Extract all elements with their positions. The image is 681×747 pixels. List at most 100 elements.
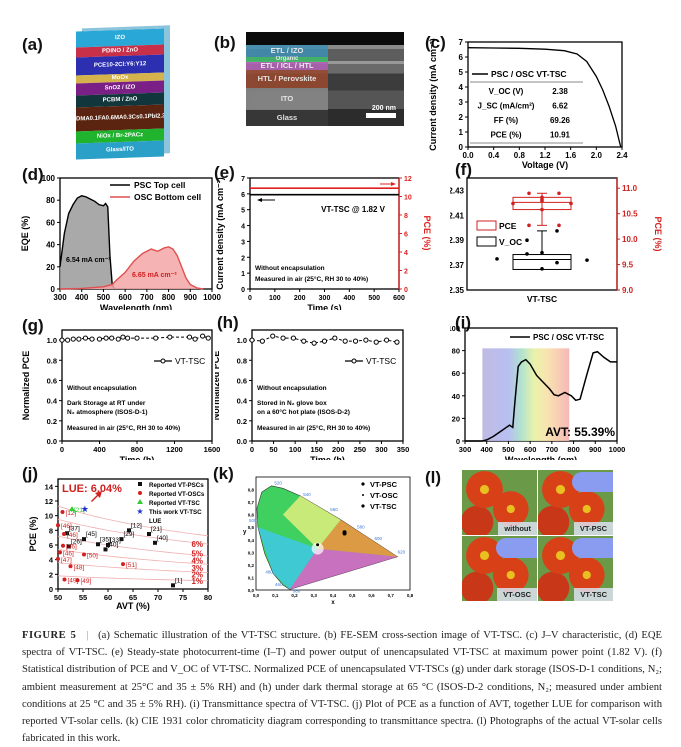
jv-chart: 0.0 0.4 0.8 1.2 1.6 2.0 2.4 0 1 2 3 4 5 6 7 Voltage (V)… bbox=[428, 38, 628, 170]
legend-label: PSC / OSC VT-TSC bbox=[491, 69, 567, 79]
data-point-psc bbox=[153, 540, 157, 545]
y-tick-label: 12 bbox=[45, 497, 53, 506]
note-text: Without encapsulation bbox=[255, 265, 325, 272]
ref-label: [46] bbox=[66, 544, 77, 551]
x-tick-label: 1600 bbox=[204, 445, 221, 454]
y-axis-label: EQE (%) bbox=[20, 216, 30, 252]
ref-label: [40] bbox=[108, 541, 119, 548]
x-tick-label: 700 bbox=[140, 293, 154, 302]
ref-label: [33] bbox=[110, 537, 121, 544]
y-tick-label: 80 bbox=[452, 347, 460, 356]
y-tick-label: 0.2 bbox=[47, 417, 57, 426]
y-tick-label: 4 bbox=[459, 83, 464, 92]
lue-label: 3% bbox=[191, 564, 203, 573]
x-tick-label: 0.4 bbox=[488, 151, 500, 160]
x-tick-label: 400 bbox=[75, 293, 89, 302]
lue-label: 5% bbox=[191, 549, 203, 558]
legend-marker bbox=[138, 491, 142, 495]
table-param: FF (%) bbox=[494, 116, 519, 125]
glove-overlay bbox=[571, 472, 613, 492]
data-point-osc bbox=[75, 578, 80, 583]
sem-layer-label: Organic bbox=[246, 56, 328, 62]
jv-curve bbox=[467, 47, 622, 148]
x-tick-label: 75 bbox=[179, 593, 187, 602]
x-tick-label: 2.4 bbox=[616, 151, 628, 160]
y-tick-label: 7 bbox=[459, 38, 464, 47]
y-axis-label: Normalized PCE bbox=[215, 351, 221, 421]
sample-photo: without bbox=[462, 470, 537, 535]
glove-overlay bbox=[571, 538, 613, 558]
x-tick-label: 70 bbox=[154, 593, 162, 602]
stability-point bbox=[103, 335, 109, 341]
y-tick-label: 0,5 bbox=[248, 525, 255, 530]
legend-swatch-pce bbox=[476, 220, 497, 231]
stability-point bbox=[394, 339, 400, 345]
chromaticity-point bbox=[316, 543, 320, 547]
y-tick-label: 4 bbox=[49, 556, 54, 565]
panel-label-j: (j) bbox=[22, 464, 39, 483]
stability-point bbox=[70, 336, 76, 342]
legend-label: PSC Top cell bbox=[134, 180, 185, 190]
cie-yellow-region bbox=[282, 495, 341, 549]
x-tick-label: 55 bbox=[79, 593, 87, 602]
stability-point bbox=[311, 340, 317, 346]
data-point-psc bbox=[171, 583, 175, 588]
eqe-curve bbox=[59, 195, 115, 290]
ref-label: [49] bbox=[68, 577, 79, 584]
y-tick-label: 0,1 bbox=[248, 575, 255, 580]
legend-label: This work VT-TSC bbox=[149, 509, 202, 516]
x-tick-label: 500 bbox=[502, 445, 515, 454]
data-point-psc bbox=[106, 543, 110, 547]
wavelength-label: 580 bbox=[357, 524, 365, 529]
ref-label: [37] bbox=[69, 525, 80, 532]
condition-annotation: VT-TSC @ 1.82 V bbox=[321, 205, 385, 214]
y-tick-label: 0.2 bbox=[237, 417, 247, 426]
panel-label-d: (d) bbox=[22, 165, 44, 184]
note-text: Measured in air (25°C, RH 30 to 40%) bbox=[255, 275, 368, 283]
y-tick-label: 0,0 bbox=[248, 588, 255, 593]
table-value: 69.26 bbox=[550, 116, 571, 125]
ref-label: [48] bbox=[74, 564, 85, 571]
legend-label: VT-TSC bbox=[370, 502, 397, 511]
x-tick-label: 0,4 bbox=[330, 593, 337, 598]
stability-point bbox=[373, 339, 379, 345]
x-axis-label: Time (s) bbox=[307, 303, 341, 310]
x-tick-label: 1.2 bbox=[539, 151, 551, 160]
stability-point bbox=[82, 335, 89, 341]
sem-layer-label: ETL / ICL / HTL bbox=[246, 62, 328, 70]
plot-frame bbox=[255, 476, 411, 591]
legend-marker bbox=[160, 358, 166, 364]
ref-label: [46] bbox=[63, 550, 74, 557]
legend-label: PSC / OSC VT-TSC bbox=[533, 333, 604, 342]
ref-label: [12] bbox=[131, 522, 142, 529]
y-tick-label: 3 bbox=[241, 239, 245, 246]
x-tick-label: 600 bbox=[524, 445, 537, 454]
x-tick-label: 0 bbox=[250, 445, 254, 454]
y2-tick-label: 11.0 bbox=[622, 184, 638, 193]
y-tick-label: 2.43 bbox=[450, 186, 465, 195]
stability-point bbox=[192, 336, 198, 342]
cie-cyan-region bbox=[257, 527, 318, 590]
y-tick-label: 0 bbox=[456, 437, 460, 446]
lue-label: 2% bbox=[191, 571, 203, 580]
y-tick-label: 100 bbox=[42, 174, 56, 183]
wavelength-label: 540 bbox=[303, 492, 311, 497]
y-tick-label: 5 bbox=[459, 68, 464, 77]
stability-point bbox=[205, 335, 211, 341]
lue-line bbox=[57, 505, 209, 537]
sample-photo: VT-OSC bbox=[462, 536, 537, 601]
y-tick-label: 0,8 bbox=[248, 488, 255, 493]
x-tick-label: 200 bbox=[294, 295, 306, 302]
voc-point bbox=[555, 229, 559, 233]
x-tick-label: 100 bbox=[289, 445, 302, 454]
pce-point bbox=[557, 191, 561, 196]
y-axis-label: Current density (mA cm⁻²) bbox=[215, 177, 225, 289]
stability-point bbox=[301, 338, 307, 344]
stability-point bbox=[259, 338, 265, 344]
ref-label: [50] bbox=[87, 553, 98, 560]
data-point-osc bbox=[58, 550, 62, 555]
note-text: Without encapsulation bbox=[67, 385, 137, 392]
x-axis-label: VT-TSC bbox=[527, 294, 557, 304]
x-tick-label: 0.8 bbox=[514, 151, 526, 160]
